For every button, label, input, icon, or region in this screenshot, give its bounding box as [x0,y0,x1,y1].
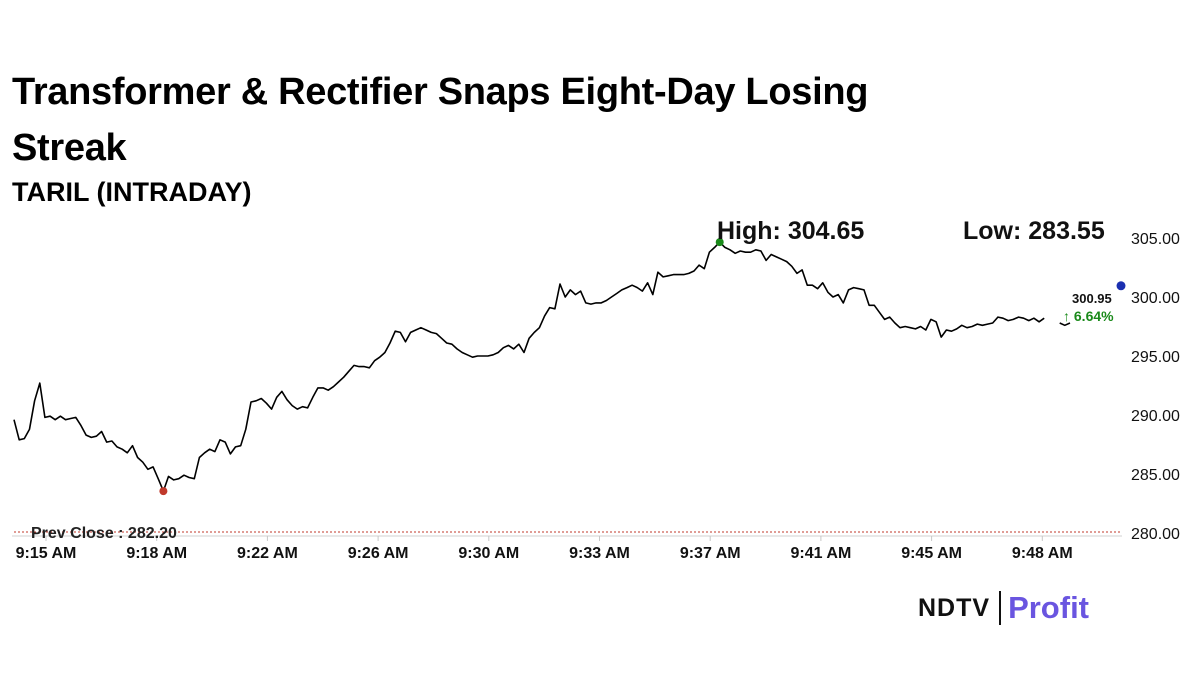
x-tick-label: 9:26 AM [348,545,409,562]
high-label: High: 304.65 [717,217,864,245]
y-tick-label: 290.00 [1131,408,1180,425]
x-tick-label: 9:41 AM [791,545,852,562]
x-tick-label: 9:37 AM [680,545,741,562]
last-price-label: 300.95 [1072,291,1112,306]
brand-ndtv: NDTV [918,593,991,622]
chart-title: Transformer & Rectifier Snaps Eight-Day … [12,71,869,169]
x-tick-label: 9:15 AM [16,545,77,562]
x-tick-label: 9:33 AM [569,545,630,562]
price-line [13,241,1071,492]
x-tick-label: 9:22 AM [237,545,298,562]
chart-subtitle: TARIL (INTRADAY) [12,177,252,207]
x-tick-label: 9:48 AM [1012,545,1073,562]
low-label: Low: 283.55 [963,217,1105,245]
change-label: ↑ 6.64% [1063,308,1114,324]
y-tick-label: 285.00 [1131,467,1180,484]
y-tick-label: 295.00 [1131,349,1180,366]
brand-profit: Profit [1008,590,1089,625]
y-tick-label: 305.00 [1131,231,1180,248]
low-marker [159,487,168,496]
last-price-marker [1116,281,1126,291]
high-marker [715,238,724,247]
prev-close-label: Prev Close : 282.20 [31,525,177,542]
x-tick-label: 9:18 AM [126,545,187,562]
y-tick-label: 300.00 [1131,290,1180,307]
y-tick-label: 280.00 [1131,526,1180,543]
x-tick-label: 9:45 AM [901,545,962,562]
brand-divider [999,591,1002,625]
brand-logo: NDTV Profit [918,588,1089,628]
x-tick-label: 9:30 AM [458,545,519,562]
